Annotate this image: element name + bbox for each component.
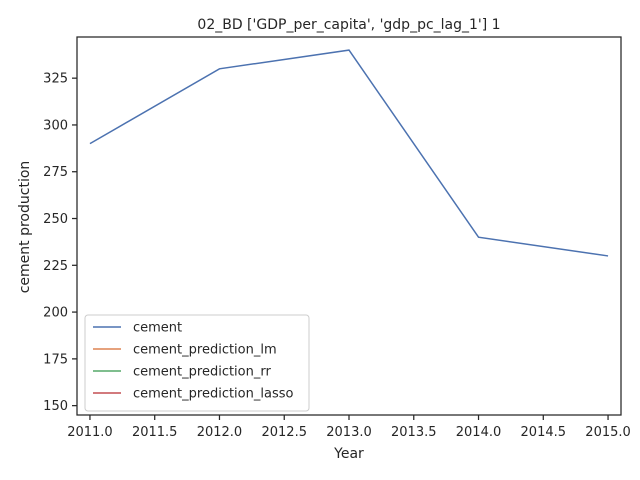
y-tick-label: 250 xyxy=(43,212,68,227)
x-axis-label: Year xyxy=(333,446,364,462)
x-tick-label: 2012.0 xyxy=(197,425,243,440)
chart-title: 02_BD ['GDP_per_capita', 'gdp_pc_lag_1']… xyxy=(197,17,500,33)
y-tick-label: 150 xyxy=(43,399,68,414)
legend-label: cement_prediction_rr xyxy=(133,365,271,380)
x-tick-label: 2014.0 xyxy=(456,425,502,440)
x-tick-label: 2014.5 xyxy=(521,425,567,440)
y-tick-label: 200 xyxy=(43,306,68,321)
legend-label: cement_prediction_lasso xyxy=(133,387,293,402)
y-tick-label: 325 xyxy=(43,72,68,87)
legend-label: cement xyxy=(133,321,182,336)
x-tick-label: 2012.5 xyxy=(261,425,307,440)
y-tick-label: 275 xyxy=(43,165,68,180)
x-tick-label: 2015.0 xyxy=(585,425,631,440)
y-tick-label: 300 xyxy=(43,118,68,133)
x-tick-label: 2011.5 xyxy=(132,425,178,440)
x-tick-label: 2013.5 xyxy=(391,425,437,440)
legend-box xyxy=(84,314,310,412)
legend-label: cement_prediction_lm xyxy=(133,343,277,358)
series-line-cement xyxy=(89,49,609,257)
x-tick-label: 2011.0 xyxy=(67,425,113,440)
x-tick-label: 2013.0 xyxy=(326,425,372,440)
y-tick-label: 175 xyxy=(43,352,68,367)
y-tick-label: 225 xyxy=(43,259,68,274)
y-axis-label: cement production xyxy=(17,161,33,294)
legend: cement cement_prediction_lm cement_predict… xyxy=(84,314,310,412)
